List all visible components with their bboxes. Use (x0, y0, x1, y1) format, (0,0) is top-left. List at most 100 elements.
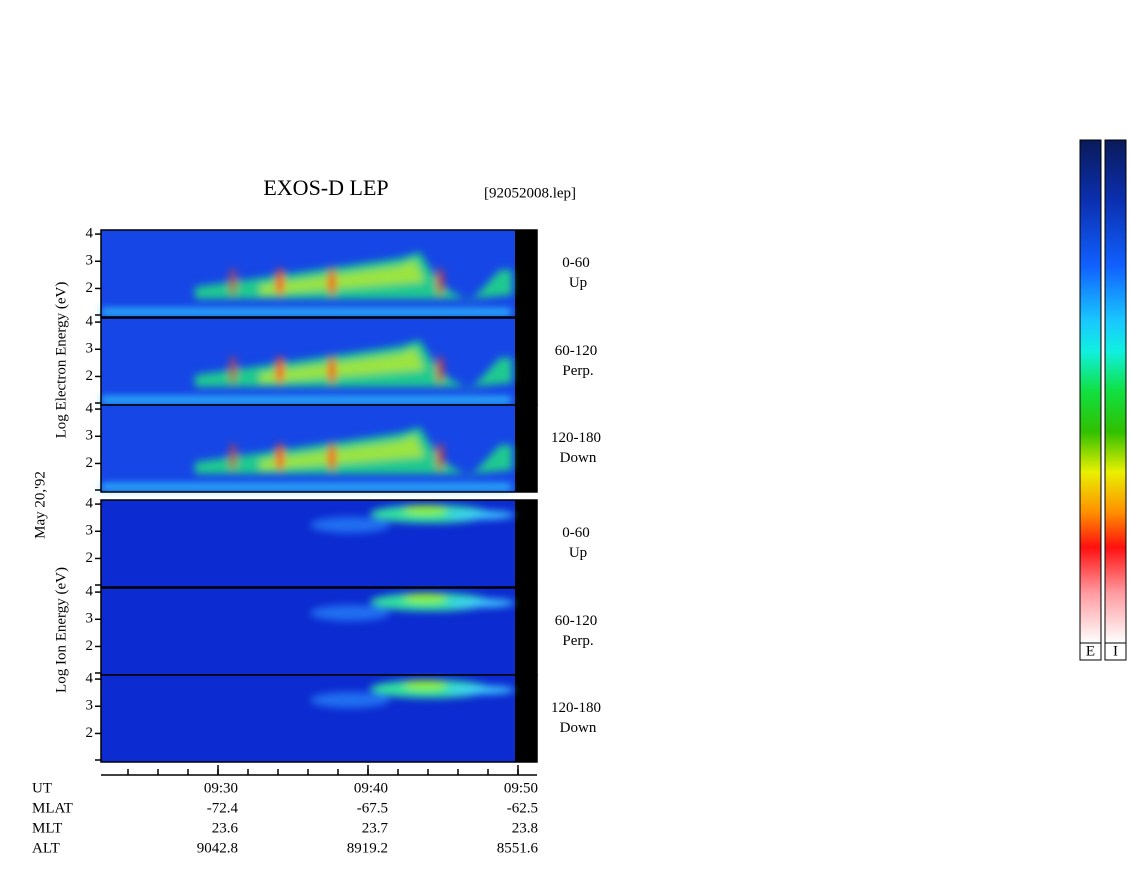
panel-frame (100, 499, 538, 588)
pitch-angle: 0-60 (562, 255, 590, 271)
direction: Up (569, 275, 587, 291)
burst (276, 268, 284, 296)
ion-tail (445, 599, 515, 607)
spectrogram-panel: 4 3 2 60-120 Perp. (86, 584, 598, 676)
date: May 20,'92 (32, 471, 48, 539)
y-tick-label: 3 (86, 698, 94, 714)
spectrograms: 4 3 2 0-60 Up 4 3 2 60-120 Perp. 4 3 2 120-180 Down 4 3 2… (86, 226, 601, 763)
spectrogram-panel: 4 3 2 0-60 Up (86, 496, 590, 588)
panel-frame (100, 404, 538, 493)
ion-tail (445, 511, 515, 519)
row-label: ALT (32, 840, 60, 856)
y-tick-label: 2 (86, 368, 94, 384)
y-tick-label: 2 (86, 455, 94, 471)
burst (436, 356, 444, 384)
spectrum-art (101, 252, 512, 315)
time-ticks (127, 765, 519, 775)
burst (229, 443, 237, 471)
ion-core (403, 505, 447, 515)
cell: 09:30 (204, 780, 238, 796)
electron-core (260, 435, 425, 470)
y-tick-label: 4 (86, 671, 94, 687)
colorbar (1079, 139, 1102, 644)
burst (276, 443, 284, 471)
data-gap (515, 230, 537, 317)
y-tick-label: 2 (86, 550, 94, 566)
cell: 23.6 (212, 820, 239, 836)
y-tick-label: 2 (86, 725, 94, 741)
cell: 09:50 (504, 780, 538, 796)
pitch-angle: 120-180 (551, 430, 601, 446)
direction: Up (569, 545, 587, 561)
cell: 9042.8 (197, 840, 238, 856)
ion-faint (310, 692, 390, 708)
pitch-angle: 60-120 (555, 343, 598, 359)
burst (328, 356, 336, 384)
spectrogram-panel: 4 3 2 120-180 Down (86, 401, 601, 493)
cell: -62.5 (507, 800, 538, 816)
electron-axis-label: Log Electron Energy (eV) (53, 282, 69, 439)
spectrum-art (101, 340, 512, 403)
colorbar-label: I (1113, 643, 1118, 659)
y-tick-label: 3 (86, 428, 94, 444)
panel-frame (100, 674, 538, 763)
burst (436, 443, 444, 471)
ion-core (403, 680, 447, 690)
row-label: MLT (32, 820, 62, 836)
electron-core (260, 348, 425, 383)
data-gap (515, 318, 537, 405)
y-tick-label: 4 (86, 584, 94, 600)
y-tick-label: 4 (86, 496, 94, 512)
cell: -72.4 (207, 800, 239, 816)
cell: 8551.6 (497, 840, 539, 856)
burst (328, 268, 336, 296)
ion-axis-label: Log Ion Energy (eV) (53, 567, 69, 693)
file-name: [92052008.lep] (484, 185, 576, 201)
y-tick-label: 2 (86, 280, 94, 296)
y-tick-label: 4 (86, 401, 94, 417)
ion-core (403, 593, 447, 603)
burst (229, 268, 237, 296)
colorbar-label: E (1086, 643, 1095, 659)
data-gap (515, 675, 537, 762)
y-tick-label: 2 (86, 638, 94, 654)
y-tick-label: 3 (86, 253, 94, 269)
y-tick-label: 4 (86, 314, 94, 330)
direction: Perp. (562, 363, 593, 379)
ion-faint (310, 605, 390, 621)
panel-frame (100, 229, 538, 318)
spectrogram-panel: 4 3 2 120-180 Down (86, 671, 601, 763)
y-tick-label: 4 (86, 226, 94, 242)
spectrum-art (310, 593, 515, 621)
pitch-angle: 60-120 (555, 613, 598, 629)
direction: Down (560, 720, 597, 736)
pitch-angle: 0-60 (562, 525, 590, 541)
cell: 23.8 (512, 820, 538, 836)
low-band (101, 484, 511, 490)
cell: 09:40 (354, 780, 388, 796)
spectrogram-panel: 4 3 2 60-120 Perp. (86, 314, 598, 406)
burst (328, 443, 336, 471)
y-tick-label: 3 (86, 341, 94, 357)
burst (436, 268, 444, 296)
ion-tail (445, 686, 515, 694)
electron-core (260, 260, 425, 295)
row-label: UT (32, 780, 52, 796)
cell: -67.5 (357, 800, 388, 816)
data-gap (515, 500, 537, 587)
cell: 8919.2 (347, 840, 388, 856)
cell: 23.7 (362, 820, 389, 836)
spectrum-art (101, 427, 512, 490)
spectrum-art (310, 505, 515, 533)
data-gap (515, 405, 537, 492)
colorbar-label-box (1079, 642, 1102, 661)
row-label: MLAT (32, 800, 73, 816)
y-tick-label: 3 (86, 611, 94, 627)
pitch-angle: 120-180 (551, 700, 601, 716)
title: EXOS-D LEP (263, 175, 388, 200)
burst (276, 356, 284, 384)
direction: Down (560, 450, 597, 466)
y-tick-label: 3 (86, 523, 94, 539)
